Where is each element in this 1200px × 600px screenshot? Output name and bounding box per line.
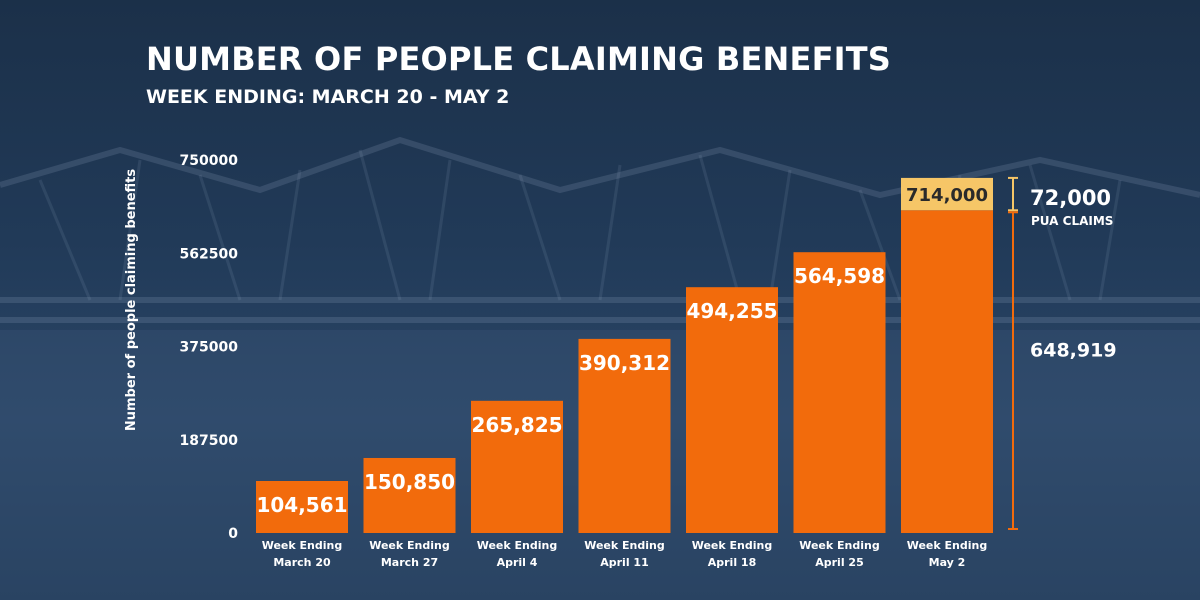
x-tick-label: March 20 (273, 556, 331, 569)
y-tick-label: 0 (228, 526, 238, 542)
x-tick-label: Week Ending (799, 539, 880, 552)
bar (363, 457, 456, 533)
bar (256, 480, 348, 533)
bar (578, 338, 671, 533)
bar (793, 252, 886, 533)
y-tick-label: 750000 (180, 153, 239, 169)
y-axis-label: Number of people claiming benefits (124, 169, 139, 432)
x-tick-label: Week Ending (262, 539, 343, 552)
x-tick-label: April 25 (815, 556, 864, 569)
bar-value-label: 150,850 (364, 470, 455, 494)
x-tick-label: April 18 (708, 556, 757, 569)
bar-pua-segment (901, 177, 993, 211)
x-tick-label: Week Ending (692, 539, 773, 552)
x-tick-label: Week Ending (907, 539, 988, 552)
bar (471, 400, 563, 533)
chart-title: NUMBER OF PEOPLE CLAIMING BENEFITS (146, 40, 892, 78)
chart-subtitle: WEEK ENDING: MARCH 20 - MAY 2 (146, 86, 510, 108)
x-tick-label: May 2 (929, 556, 966, 569)
y-tick-label: 187500 (180, 433, 239, 449)
bar-value-label: 390,312 (579, 351, 670, 375)
x-tick-label: April 4 (497, 556, 538, 569)
x-tick-label: April 11 (600, 556, 649, 569)
bar-value-label: 494,255 (686, 299, 777, 323)
pua-claims-caption: PUA CLAIMS (1031, 214, 1113, 228)
y-tick-label: 562500 (180, 246, 239, 262)
bar-value-label: 104,561 (256, 493, 347, 517)
bar-value-label: 265,825 (471, 413, 562, 437)
y-tick-label: 375000 (180, 340, 239, 356)
x-tick-label: March 27 (381, 556, 438, 569)
bar-base-segment (901, 210, 993, 534)
base-claims-value: 648,919 (1030, 340, 1117, 362)
bar (686, 287, 778, 533)
bar-value-label: 564,598 (794, 264, 885, 288)
pua-claims-value: 72,000 (1030, 186, 1111, 210)
x-tick-label: Week Ending (584, 539, 665, 552)
x-tick-label: Week Ending (477, 539, 558, 552)
x-tick-label: Week Ending (369, 539, 450, 552)
bar-value-label: 714,000 (906, 185, 988, 206)
